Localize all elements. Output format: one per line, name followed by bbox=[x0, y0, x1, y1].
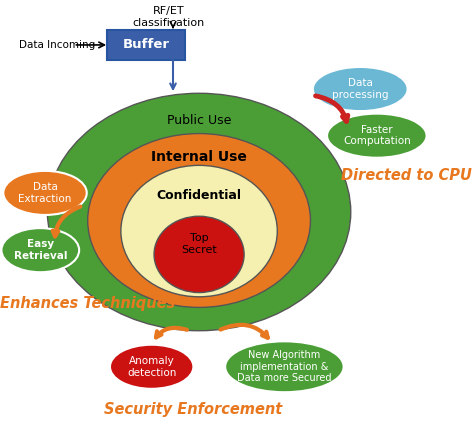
Text: RF/ET
classification: RF/ET classification bbox=[132, 6, 204, 28]
Ellipse shape bbox=[313, 67, 408, 111]
Ellipse shape bbox=[3, 171, 87, 215]
Text: Data Incoming: Data Incoming bbox=[19, 40, 95, 50]
Text: Public Use: Public Use bbox=[167, 114, 231, 127]
Ellipse shape bbox=[110, 345, 193, 389]
Ellipse shape bbox=[121, 165, 277, 297]
Text: Data
Extraction: Data Extraction bbox=[18, 182, 72, 204]
Text: New Algorithm
implementation &
Data more Secured: New Algorithm implementation & Data more… bbox=[237, 350, 332, 383]
Ellipse shape bbox=[154, 216, 244, 293]
Text: Confidential: Confidential bbox=[156, 189, 242, 201]
Text: Buffer: Buffer bbox=[122, 39, 169, 51]
Ellipse shape bbox=[88, 134, 310, 307]
Text: Data
processing: Data processing bbox=[332, 78, 389, 100]
Text: Enhances Techniques: Enhances Techniques bbox=[0, 296, 175, 311]
Text: Security Enforcement: Security Enforcement bbox=[104, 402, 283, 417]
Text: Directed to CPU: Directed to CPU bbox=[341, 168, 472, 184]
Ellipse shape bbox=[327, 114, 427, 158]
Ellipse shape bbox=[47, 93, 351, 331]
Text: Anomaly
detection: Anomaly detection bbox=[127, 356, 176, 377]
Ellipse shape bbox=[225, 341, 344, 392]
Text: Top
Secret: Top Secret bbox=[181, 233, 217, 254]
Text: Easy
Retrieval: Easy Retrieval bbox=[14, 240, 67, 261]
FancyBboxPatch shape bbox=[107, 30, 185, 60]
Ellipse shape bbox=[1, 228, 79, 272]
Text: Faster
Computation: Faster Computation bbox=[343, 125, 410, 146]
Text: Internal Use: Internal Use bbox=[151, 150, 247, 164]
